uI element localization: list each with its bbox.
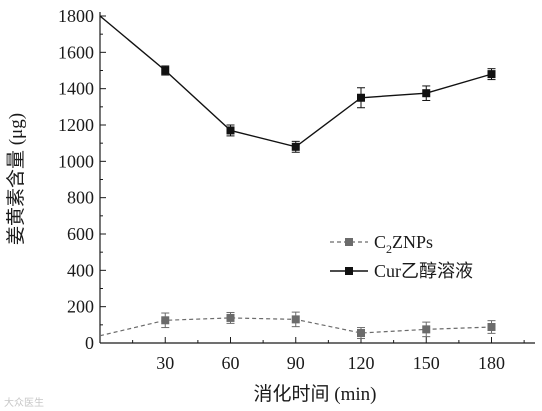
watermark-text: 大众医生 — [4, 398, 44, 409]
x-tick-label: 120 — [348, 353, 375, 373]
legend-swatch-cur-marker — [345, 267, 353, 275]
y-tick-label: 200 — [67, 297, 94, 317]
legend: C2ZNPs Cur乙醇溶液 — [330, 232, 473, 281]
data-point-cur — [291, 142, 300, 151]
data-point-c2znps — [161, 316, 170, 325]
x-tick-label: 90 — [287, 353, 305, 373]
data-point-cur — [357, 93, 365, 102]
series-layer — [99, 15, 496, 339]
y-tick-label: 600 — [67, 224, 94, 244]
y-tick-label: 1000 — [58, 151, 94, 171]
axes: 0 200 400 600 800 1000 1200 1400 1600 1800 30 60 90 1… — [58, 6, 535, 373]
x-tick-label: 60 — [222, 353, 240, 373]
data-point-cur — [422, 89, 431, 98]
data-point-cur — [226, 126, 235, 135]
data-point-cur — [161, 66, 170, 75]
data-point-c2znps — [422, 325, 431, 334]
data-point-cur — [487, 70, 496, 79]
legend-label-c2znps-rest: ZNPs — [392, 232, 433, 252]
y-tick-label: 800 — [67, 188, 94, 208]
legend-label-c2znps-main: C — [374, 232, 386, 252]
data-point-c2znps — [291, 315, 300, 324]
x-tick-label: 180 — [478, 353, 505, 373]
y-tick-label: 1200 — [58, 115, 94, 135]
series-line-cur — [99, 15, 492, 148]
x-axis-title: 消化时间 (min) — [254, 383, 377, 405]
y-tick-label: 0 — [85, 333, 94, 353]
data-point-c2znps — [226, 313, 235, 322]
data-point-c2znps — [487, 323, 496, 332]
y-axis-title: 姜黄素含量 (μg) — [5, 113, 27, 245]
y-tick-label: 1600 — [58, 42, 94, 62]
legend-label-c2znps: C2ZNPs — [374, 232, 433, 256]
y-tick-label: 1400 — [58, 79, 94, 99]
y-tick-label: 400 — [67, 260, 94, 280]
legend-label-cur: Cur乙醇溶液 — [374, 261, 473, 281]
x-tick-label: 30 — [156, 353, 174, 373]
x-tick-label: 150 — [413, 353, 440, 373]
legend-swatch-c2znps-marker — [345, 238, 353, 246]
data-point-c2znps — [357, 329, 365, 338]
y-tick-label: 1800 — [58, 6, 94, 26]
legend-label-c2znps-sub: 2 — [386, 242, 392, 256]
